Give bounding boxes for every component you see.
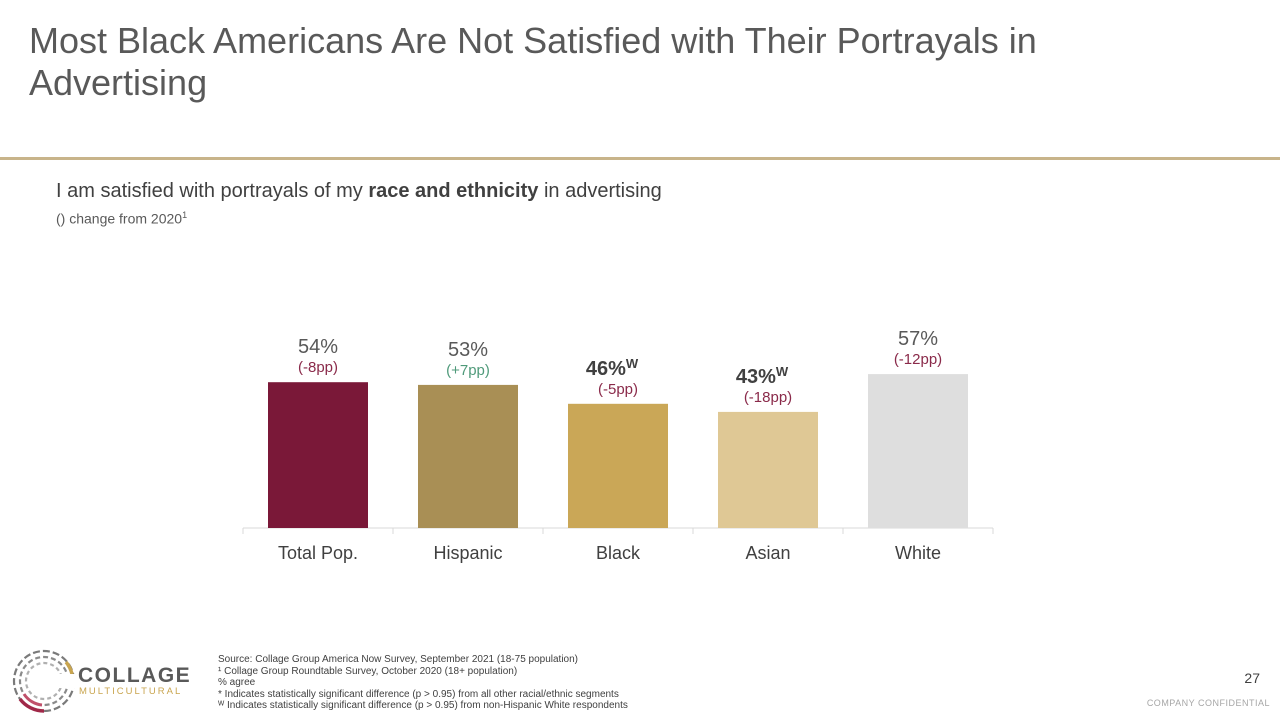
bar-chart: (-8pp)54% Total Pop. (+7pp)53% Hispanic (-5p… [242, 328, 994, 563]
title-divider [0, 157, 1280, 160]
logo-name: COLLAGE [78, 664, 191, 687]
change-label: (-18pp) [744, 389, 792, 406]
category-label: Black [596, 543, 641, 563]
value-label: 53% [448, 339, 488, 361]
change-label: (-8pp) [298, 359, 338, 376]
bar-white [868, 374, 968, 528]
significance-marker: W [626, 356, 639, 371]
category-label: White [895, 543, 941, 563]
significance-marker: W [776, 364, 789, 379]
category-label: Asian [745, 543, 790, 563]
slide-title: Most Black Americans Are Not Satisfied w… [29, 20, 1037, 103]
value-label: 43%W [736, 364, 789, 388]
chart-question: I am satisfied with portrayals of my rac… [56, 180, 662, 203]
bar-total-pop [268, 382, 368, 528]
category-label: Total Pop. [278, 543, 358, 563]
change-label: (-5pp) [598, 381, 638, 398]
change-note-text: () change from 2020 [56, 210, 183, 227]
logo-mark [12, 649, 82, 713]
bar-black [568, 403, 668, 528]
value-label: 46%W [586, 356, 639, 380]
change-note-footnote-mark: 1 [182, 210, 188, 220]
logo-subname: MULTICULTURAL [79, 686, 182, 697]
question-text-end: in advertising [538, 180, 662, 202]
change-label: (-12pp) [894, 351, 942, 368]
value-label: 54% [298, 336, 338, 358]
footnotes: Source: Collage Group America Now Survey… [218, 654, 628, 712]
change-note: () change from 20201 [56, 210, 187, 227]
footnote-significance-white: ᵂ Indicates statistically significant di… [218, 700, 628, 712]
footnote-agree: % agree [218, 677, 256, 689]
bar-hispanic [418, 384, 518, 528]
value-label: 57% [898, 328, 938, 350]
bar-asian [718, 411, 818, 528]
page-number: 27 [1244, 670, 1260, 686]
footnote-source: Source: Collage Group America Now Survey… [218, 654, 579, 665]
change-label: (+7pp) [446, 362, 490, 379]
category-label: Hispanic [433, 543, 502, 563]
footnote-significance-all: * Indicates statistically significant di… [218, 688, 619, 700]
question-text-bold: race and ethnicity [368, 180, 539, 202]
question-text-start: I am satisfied with portrayals of my [56, 180, 369, 202]
confidential-label: COMPANY CONFIDENTIAL [1146, 698, 1270, 708]
collage-multicultural-logo: COLLAGE MULTICULTURAL [12, 649, 191, 713]
footnote-roundtable: ¹ Collage Group Roundtable Survey, Octob… [218, 665, 518, 677]
